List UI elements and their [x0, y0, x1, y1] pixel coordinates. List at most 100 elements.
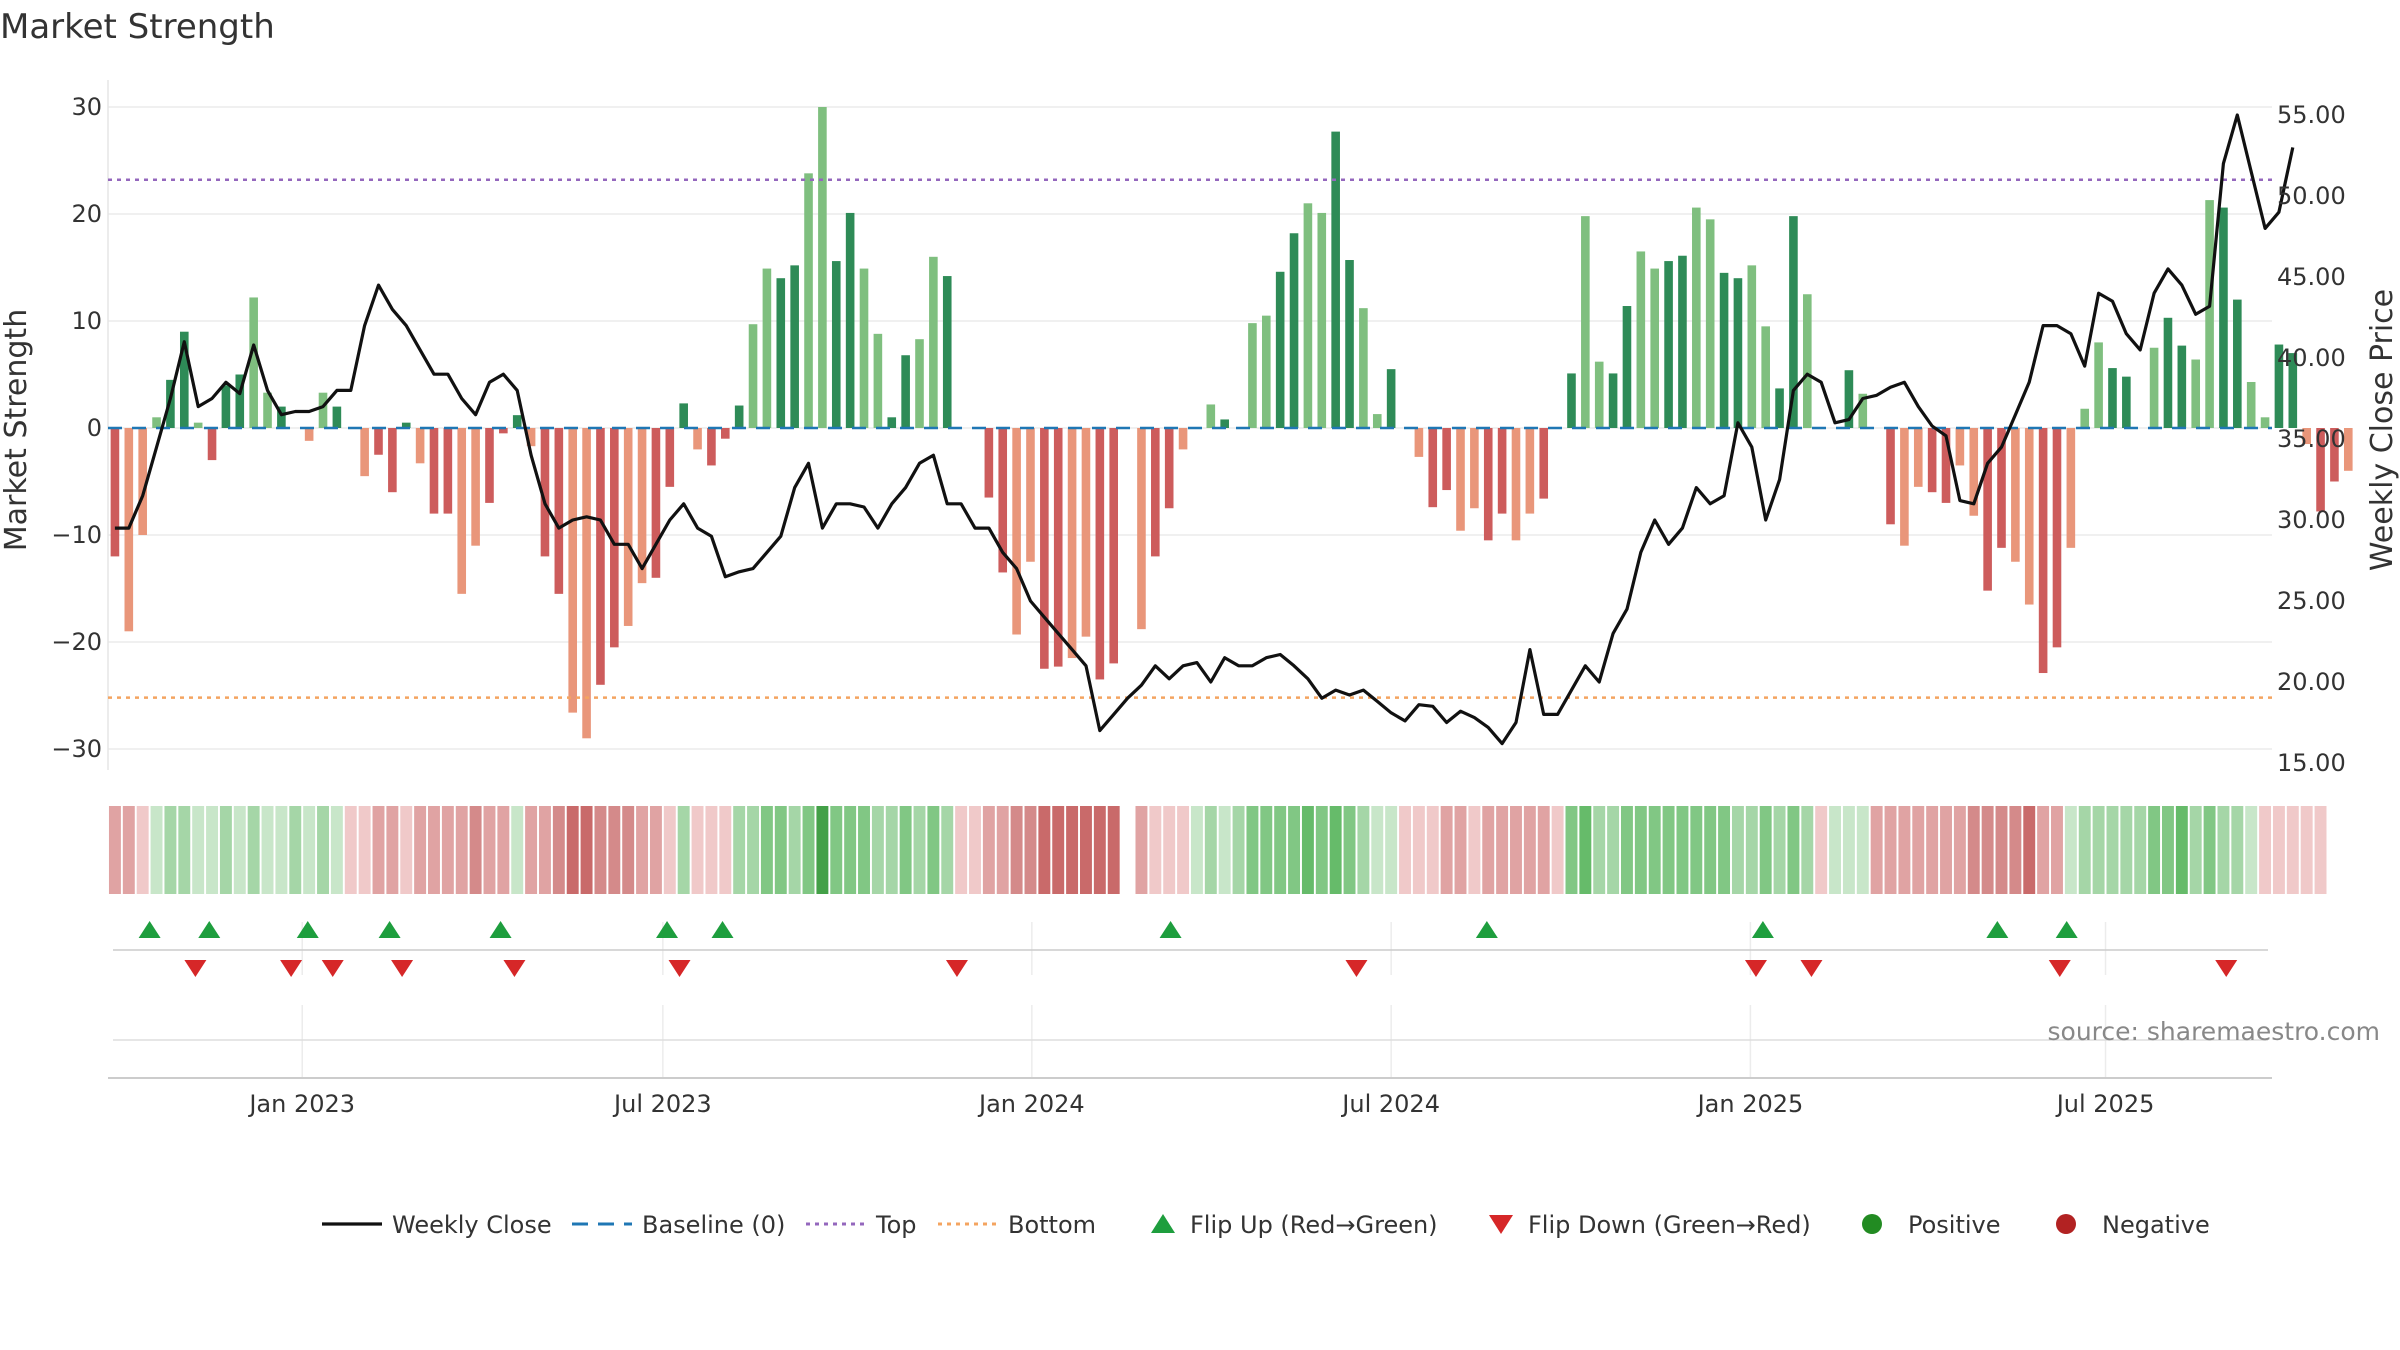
strength-bar	[1220, 419, 1229, 428]
legend-label: Flip Down (Green→Red)	[1528, 1211, 1811, 1239]
regime-cell	[1066, 806, 1079, 894]
strength-bar	[110, 428, 120, 557]
strength-bar	[1067, 428, 1077, 659]
regime-cell	[1093, 806, 1106, 894]
regime-strip	[108, 806, 2327, 894]
regime-cell	[136, 806, 149, 894]
strength-bar	[457, 428, 467, 594]
regime-cell	[1315, 806, 1328, 894]
regime-cell	[538, 806, 551, 894]
regime-cell	[996, 806, 1009, 894]
regime-cell	[1981, 806, 1994, 894]
strength-bar	[1705, 219, 1715, 428]
regime-cell	[2023, 806, 2036, 894]
regime-cell	[317, 806, 329, 894]
regime-cell	[386, 806, 399, 894]
strength-bar	[415, 428, 425, 464]
strength-bar	[1844, 370, 1854, 428]
regime-cell	[1177, 806, 1190, 894]
strength-bar	[679, 403, 688, 428]
regime-cell	[428, 806, 440, 894]
strength-bar	[443, 428, 453, 514]
regime-cell	[760, 806, 773, 894]
right-tick-label: 30.00	[2277, 506, 2346, 534]
left-tick-label: −10	[51, 521, 102, 549]
regime-cell	[1329, 806, 1342, 894]
regime-cell	[150, 806, 163, 894]
regime-cell	[1357, 806, 1370, 894]
legend-flip-up-swatch	[1151, 1214, 1175, 1233]
x-tick-label: Jan 2024	[977, 1090, 1085, 1118]
strength-bar	[790, 265, 799, 428]
weekly-close-line	[114, 113, 2295, 746]
regime-cell	[844, 806, 857, 894]
regime-cell	[441, 806, 454, 894]
regime-cell	[1468, 806, 1481, 894]
strength-bar	[263, 392, 272, 428]
legend-label: Baseline (0)	[642, 1211, 785, 1239]
strength-bar	[1456, 428, 1465, 531]
strength-bar	[1719, 272, 1729, 428]
strength-bar	[1137, 428, 1146, 630]
strength-bar	[1164, 428, 1174, 509]
regime-cell	[2259, 806, 2272, 894]
strength-bar	[277, 406, 286, 428]
strength-bar	[901, 355, 910, 428]
regime-cell	[594, 806, 607, 894]
regime-cell	[1523, 806, 1536, 894]
strength-bar	[1483, 428, 1493, 541]
regime-cell	[1079, 806, 1092, 894]
regime-cell	[2286, 806, 2299, 894]
regime-cell	[1620, 806, 1633, 894]
chart-title: Market Strength	[0, 7, 275, 47]
strength-bars	[110, 107, 2353, 739]
strength-bar	[2038, 428, 2048, 674]
strength-bar	[249, 297, 258, 428]
regime-cell	[1537, 806, 1550, 894]
regime-cell	[1842, 806, 1855, 894]
regime-cell	[885, 806, 898, 894]
flip-up-marker	[296, 921, 319, 938]
strength-bar	[1206, 404, 1216, 428]
regime-cell	[2245, 806, 2258, 894]
strength-bar	[1789, 216, 1798, 428]
flip-down-marker	[184, 960, 207, 977]
regime-cell	[1898, 806, 1911, 894]
strength-bar	[1053, 428, 1063, 667]
weekly-close-series	[114, 113, 2295, 746]
regime-cell	[1940, 806, 1952, 894]
strength-bar	[374, 428, 383, 455]
right-tick-label: 15.00	[2277, 749, 2346, 777]
strength-bar	[1442, 428, 1451, 491]
regime-cell	[2314, 806, 2327, 894]
strength-bar	[2260, 417, 2270, 428]
regime-cell	[469, 806, 482, 894]
flip-down-marker	[1744, 960, 1767, 977]
strength-bar	[360, 428, 369, 477]
regime-cell	[1829, 806, 1842, 894]
regime-cell	[1246, 806, 1259, 894]
strength-bar	[1608, 373, 1618, 428]
regime-cell	[1482, 806, 1495, 894]
x-tick-label: Jan 2025	[1696, 1090, 1804, 1118]
regime-cell	[372, 806, 385, 894]
legend-label: Positive	[1908, 1211, 2001, 1239]
legend-flip-down-swatch	[1489, 1215, 1513, 1234]
regime-cell	[1163, 806, 1176, 894]
strength-bar	[1345, 260, 1354, 428]
strength-bar	[2066, 428, 2076, 548]
regime-cell	[2203, 806, 2216, 894]
regime-cell	[2300, 806, 2313, 894]
flip-up-marker	[1475, 921, 1498, 938]
legend: Weekly Close Baseline (0) Top Bottom Flip Up…	[322, 1211, 2210, 1239]
strength-bar	[1997, 428, 2006, 548]
regime-cell	[1593, 806, 1606, 894]
left-tick-label: 30	[71, 93, 102, 121]
strength-bar	[207, 428, 217, 461]
regime-cell	[1107, 806, 1120, 894]
regime-cell	[2051, 806, 2063, 894]
strength-bar	[2219, 207, 2228, 428]
strength-bar	[1858, 393, 1868, 428]
regime-cell	[344, 806, 357, 894]
strength-bar	[1941, 428, 1951, 503]
